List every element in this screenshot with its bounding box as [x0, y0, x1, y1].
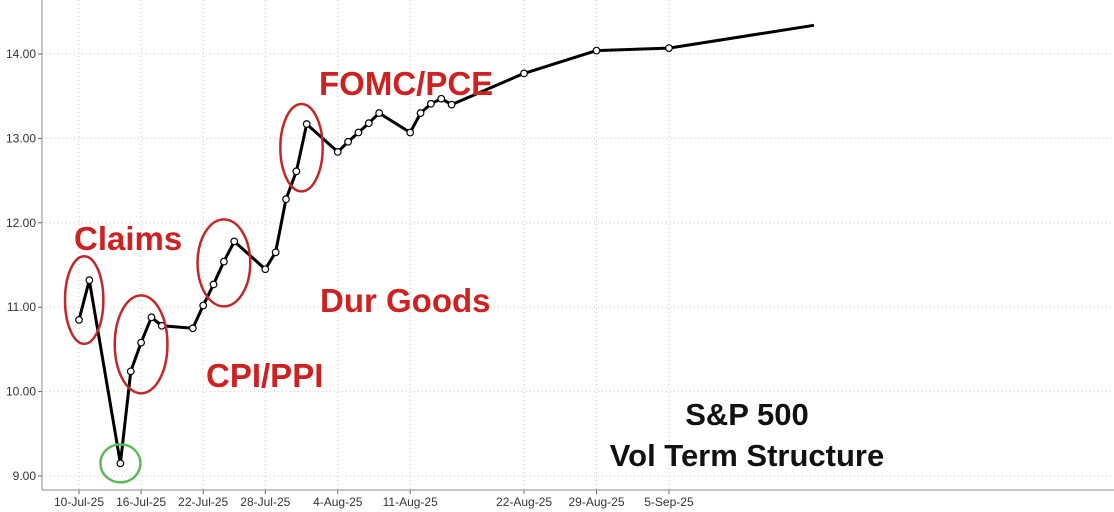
axes [38, 0, 1114, 494]
data-point [427, 99, 435, 108]
data-point [416, 109, 425, 117]
x-tick-label: 22-Aug-25 [496, 495, 552, 509]
data-point [447, 100, 456, 109]
data-point [344, 137, 353, 146]
x-tick-label: 11-Aug-25 [383, 495, 438, 509]
data-point [137, 338, 146, 347]
x-tick-label: 5-Sep-25 [644, 495, 694, 509]
data-point [375, 109, 384, 117]
data-point [271, 248, 280, 257]
x-tick-label: 10-Jul-25 [54, 495, 104, 509]
highlight-cpi-ppi [113, 294, 169, 395]
annotation-claims: Claims [74, 220, 182, 257]
grid [42, 0, 1114, 490]
highlight-low-point [99, 443, 142, 484]
highlight-claims [63, 254, 105, 346]
data-point [209, 280, 218, 289]
data-point [85, 276, 94, 285]
data-point [188, 324, 197, 333]
data-point [665, 44, 673, 52]
data-point [116, 459, 125, 468]
data-point [437, 94, 446, 103]
data-point [230, 237, 239, 246]
x-tick-label: 28-Jul-25 [240, 495, 290, 509]
y-axis-ticks: 9.00 10.00 11.00 12.00 13.00 14.00 [6, 47, 36, 483]
x-axis-ticks: 10-Jul-25 16-Jul-25 22-Jul-25 28-Jul-25 4-Au… [54, 495, 694, 509]
y-tick-label: 13.00 [6, 131, 36, 145]
chart-title-line1: S&P 500 [685, 397, 809, 432]
annotation-cpi-ppi: CPI/PPI [206, 357, 323, 394]
y-tick-label: 12.00 [6, 216, 36, 230]
y-tick-label: 9.00 [13, 469, 37, 483]
data-point [75, 315, 83, 324]
x-tick-label: 16-Jul-25 [116, 495, 166, 509]
y-tick-label: 10.00 [6, 385, 36, 399]
annotation-fomc-pce: FOMC/PCE [319, 65, 493, 102]
data-point [364, 119, 373, 128]
data-point [406, 128, 415, 137]
data-point [199, 301, 208, 310]
data-point [147, 313, 156, 322]
data-point [520, 69, 528, 78]
markers [75, 44, 673, 468]
data-point [592, 46, 601, 55]
data-point [302, 120, 311, 128]
x-tick-label: 22-Jul-25 [178, 495, 228, 509]
data-point [261, 265, 270, 274]
x-tick-label: 4-Aug-25 [313, 495, 363, 509]
event-highlights [63, 102, 324, 484]
data-point [292, 167, 301, 176]
y-tick-label: 11.00 [7, 300, 36, 314]
data-point [219, 257, 228, 266]
x-tick-label: 29-Aug-25 [568, 495, 624, 509]
chart-title-line2: Vol Term Structure [610, 438, 884, 473]
highlight-dur-goods [196, 218, 252, 308]
data-point [126, 367, 135, 376]
annotation-dur-goods: Dur Goods [320, 282, 491, 319]
data-point [333, 148, 342, 156]
data-point [282, 195, 290, 204]
data-point [354, 128, 363, 137]
y-tick-label: 14.00 [6, 47, 36, 61]
highlight-fomc-pce [279, 102, 324, 193]
